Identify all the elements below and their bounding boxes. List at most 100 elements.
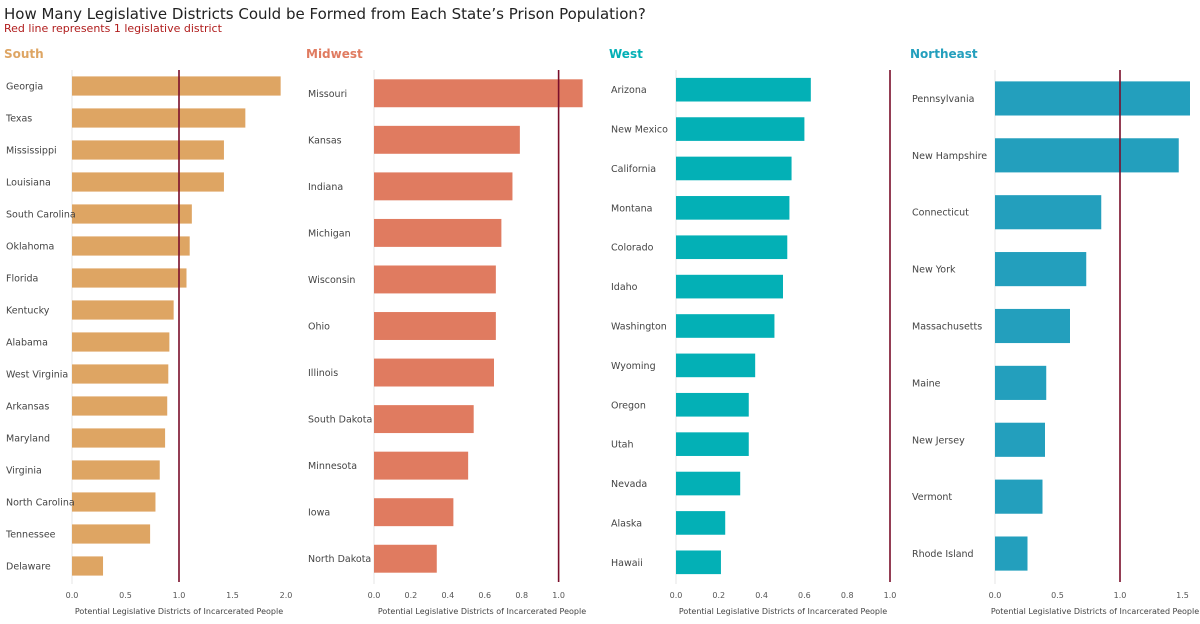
state-label: New York [912,265,956,276]
x-tick-label: 1.0 [884,591,897,600]
bar [676,196,790,220]
bar [374,405,474,434]
bar [72,492,156,512]
bar [676,471,741,496]
state-label: Tennessee [5,530,56,541]
bar [72,108,246,128]
state-label: Missouri [308,89,347,100]
bar [374,218,502,247]
state-label: West Virginia [6,370,68,381]
bar [72,524,151,544]
state-label: Hawaii [611,558,643,569]
x-tick-label: 0.8 [841,591,854,600]
bar [995,81,1190,116]
bar [72,332,170,352]
state-label: Arizona [611,85,647,96]
x-tick-label: 0.2 [712,591,725,600]
bar [995,252,1087,287]
chart-title: How Many Legislative Districts Could be … [4,5,646,23]
bar [374,172,513,201]
bar [72,460,160,480]
bar [374,451,469,480]
state-label: Georgia [6,82,43,93]
x-tick-label: 1.0 [1114,591,1127,600]
bar [676,117,805,141]
bar [374,544,437,573]
x-tick-label: 0.2 [405,591,418,600]
x-tick-label: 2.0 [280,591,293,600]
state-label: Rhode Island [912,549,974,560]
region-title-northeast: Northeast [910,47,978,61]
state-label: Wisconsin [308,275,355,286]
state-label: Pennsylvania [912,94,974,105]
x-tick-label: 1.0 [552,591,565,600]
panel-west: Arizona New Mexico California Montana Colora… [611,70,896,616]
x-tick-label: 0.5 [119,591,132,600]
bar [995,422,1045,457]
bar [676,432,749,456]
state-label: Indiana [308,182,343,193]
x-tick-label: 0.0 [368,591,381,600]
state-label: Alabama [6,338,48,349]
state-label: Virginia [6,466,42,477]
state-label: Kansas [308,135,342,146]
x-tick-label: 0.6 [478,591,491,600]
state-label: New Mexico [611,125,668,136]
x-tick-label: 0.8 [515,591,528,600]
state-label: South Carolina [6,210,76,221]
bar [995,308,1070,344]
state-label: Nevada [611,479,647,490]
state-label: Utah [611,440,634,451]
state-label: North Dakota [308,554,371,565]
state-label: Ohio [308,322,330,333]
chart-subtitle: Red line represents 1 legislative distri… [4,22,222,35]
bar [374,265,496,294]
state-label: Colorado [611,243,654,254]
x-axis-title: Potential Legislative Districts of Incar… [991,607,1199,616]
state-label: Vermont [912,492,952,503]
state-label: Wyoming [611,361,656,372]
x-tick-label: 0.0 [670,591,683,600]
bar [676,550,721,575]
state-label: Florida [6,274,38,285]
bar [676,511,726,535]
x-tick-label: 1.5 [1176,591,1189,600]
state-label: North Carolina [6,498,75,509]
state-label: Oklahoma [6,242,54,253]
state-label: Delaware [6,562,51,573]
state-label: Louisiana [6,178,51,189]
state-label: Iowa [308,508,330,519]
x-tick-label: 0.0 [66,591,79,600]
x-tick-label: 0.4 [755,591,768,600]
state-label: Michigan [308,228,351,239]
x-tick-label: 0.6 [798,591,811,600]
state-label: New Jersey [912,435,965,446]
state-label: Arkansas [6,402,49,413]
x-axis-title: Potential Legislative Districts of Incar… [75,607,283,616]
state-label: Massachusetts [912,322,982,333]
panel-midwest: Missouri Kansas Indiana Michigan Wisconsin Oh… [308,70,586,616]
state-label: Mississippi [6,146,57,157]
bar [72,268,187,288]
bar [995,195,1102,230]
state-label: Kentucky [6,306,50,317]
bar [676,77,811,102]
bar [676,156,792,181]
state-label: Connecticut [912,208,969,219]
state-label: Idaho [611,282,638,293]
bar [995,138,1179,173]
bar [374,498,454,527]
bar [72,300,174,320]
region-title-midwest: Midwest [306,47,363,61]
state-label: Oregon [611,400,646,411]
state-label: New Hampshire [912,151,987,162]
state-label: South Dakota [308,415,372,426]
state-label: Washington [611,322,667,333]
bar [72,172,224,192]
x-tick-label: 1.0 [173,591,186,600]
bar [72,396,168,416]
x-axis-title: Potential Legislative Districts of Incar… [378,607,586,616]
bar [374,358,494,387]
region-title-south: South [4,47,44,61]
